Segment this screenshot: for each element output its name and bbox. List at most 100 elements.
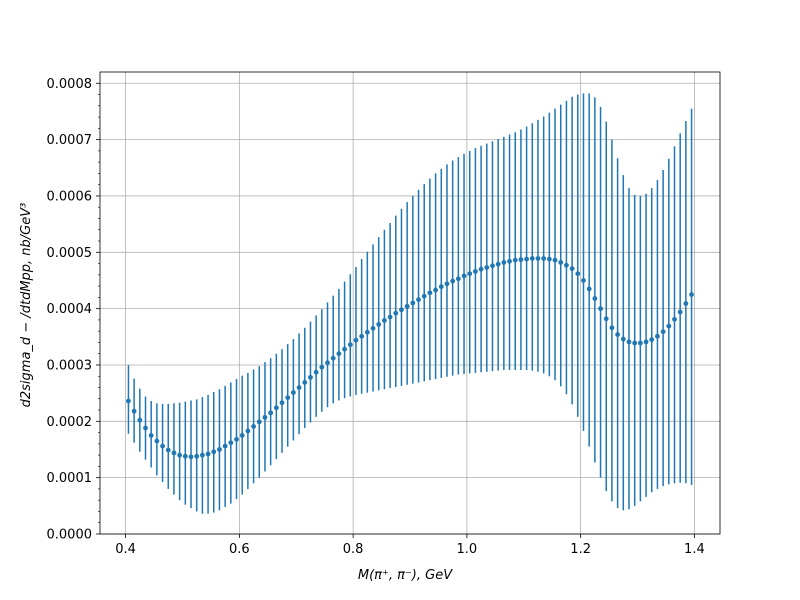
data-point [421, 293, 427, 299]
x-tick-label: 0.6 [229, 542, 250, 557]
y-tick-label: 0.0003 [47, 358, 93, 373]
data-point [655, 333, 660, 339]
data-point [325, 360, 330, 366]
data-point [262, 414, 268, 420]
data-point [217, 447, 222, 452]
data-point [455, 276, 461, 282]
data-point [609, 325, 615, 331]
x-tick-label: 0.4 [115, 542, 136, 557]
data-point [666, 323, 672, 329]
data-point [211, 449, 217, 455]
data-point [336, 351, 342, 357]
x-tick-label: 0.8 [343, 542, 364, 557]
y-tick-label: 0.0002 [47, 415, 93, 430]
data-point [347, 342, 353, 348]
data-point [581, 278, 586, 283]
data-point [620, 336, 626, 342]
data-point [552, 257, 558, 263]
data-point [444, 281, 450, 287]
data-point [410, 300, 416, 306]
data-point [387, 314, 393, 320]
data-point [177, 452, 183, 458]
data-point [507, 258, 512, 264]
data-point [154, 438, 160, 444]
data-point [359, 333, 365, 339]
data-point [342, 346, 347, 352]
data-point [239, 433, 245, 438]
data-point [467, 271, 473, 277]
data-point [353, 337, 359, 343]
data-point [251, 423, 256, 429]
x-axis-label: M(π⁺, π⁻), GeV [358, 568, 453, 583]
data-point [370, 325, 376, 331]
data-point [228, 440, 234, 446]
data-point [615, 332, 621, 337]
data-point [598, 306, 603, 312]
data-point [148, 433, 154, 438]
data-point [535, 256, 541, 261]
x-tick-label: 1.2 [570, 542, 591, 557]
data-point [683, 301, 689, 306]
data-point [564, 262, 569, 268]
data-point [296, 385, 302, 390]
data-point [188, 454, 194, 460]
y-tick-label: 0.0004 [47, 302, 93, 317]
data-point [273, 405, 279, 411]
data-point [364, 329, 370, 335]
data-point [660, 329, 666, 335]
data-point [194, 453, 200, 459]
data-point [137, 417, 143, 423]
data-point [171, 450, 177, 456]
x-tick-label: 1.4 [684, 542, 705, 557]
data-point [689, 292, 694, 297]
data-point [569, 266, 575, 272]
data-point [256, 419, 262, 425]
data-point [427, 290, 433, 296]
data-point [558, 260, 564, 265]
y-tick-label: 0.0001 [47, 471, 93, 486]
data-point [632, 340, 638, 346]
data-point [518, 257, 524, 263]
data-point [205, 451, 211, 457]
data-point [382, 318, 387, 323]
data-point [404, 303, 410, 309]
data-point [524, 256, 530, 262]
data-point [592, 296, 598, 301]
data-point [393, 310, 399, 316]
data-point [399, 307, 404, 313]
data-point [131, 408, 137, 414]
data-point [376, 322, 382, 327]
axes-frame [99, 71, 721, 535]
data-point [313, 369, 319, 375]
data-point [182, 453, 188, 459]
data-point [473, 269, 478, 274]
y-tick-label: 0.0007 [47, 133, 93, 148]
data-point [330, 355, 336, 361]
grid-lines [100, 72, 720, 535]
data-point [461, 273, 467, 279]
data-point [245, 428, 251, 434]
data-point [484, 265, 490, 270]
data-point [416, 297, 421, 303]
data-point [234, 436, 239, 442]
data-point [512, 257, 518, 263]
data-point [637, 340, 643, 346]
data-point [478, 266, 484, 272]
data-point [529, 256, 535, 261]
data-point [643, 339, 649, 345]
data-point [450, 278, 456, 284]
axes [99, 71, 721, 535]
y-tick-label: 0.0008 [47, 77, 93, 92]
y-tick-label: 0.0000 [47, 528, 93, 543]
data-point [319, 364, 325, 370]
data-point [285, 395, 291, 401]
data-point [586, 286, 592, 292]
data-point [279, 400, 285, 406]
data-point [165, 447, 171, 453]
data-point [438, 284, 444, 290]
data-point [302, 380, 308, 385]
data-point [143, 425, 148, 431]
data-point [546, 256, 552, 262]
x-tick-label: 1.0 [457, 542, 478, 557]
